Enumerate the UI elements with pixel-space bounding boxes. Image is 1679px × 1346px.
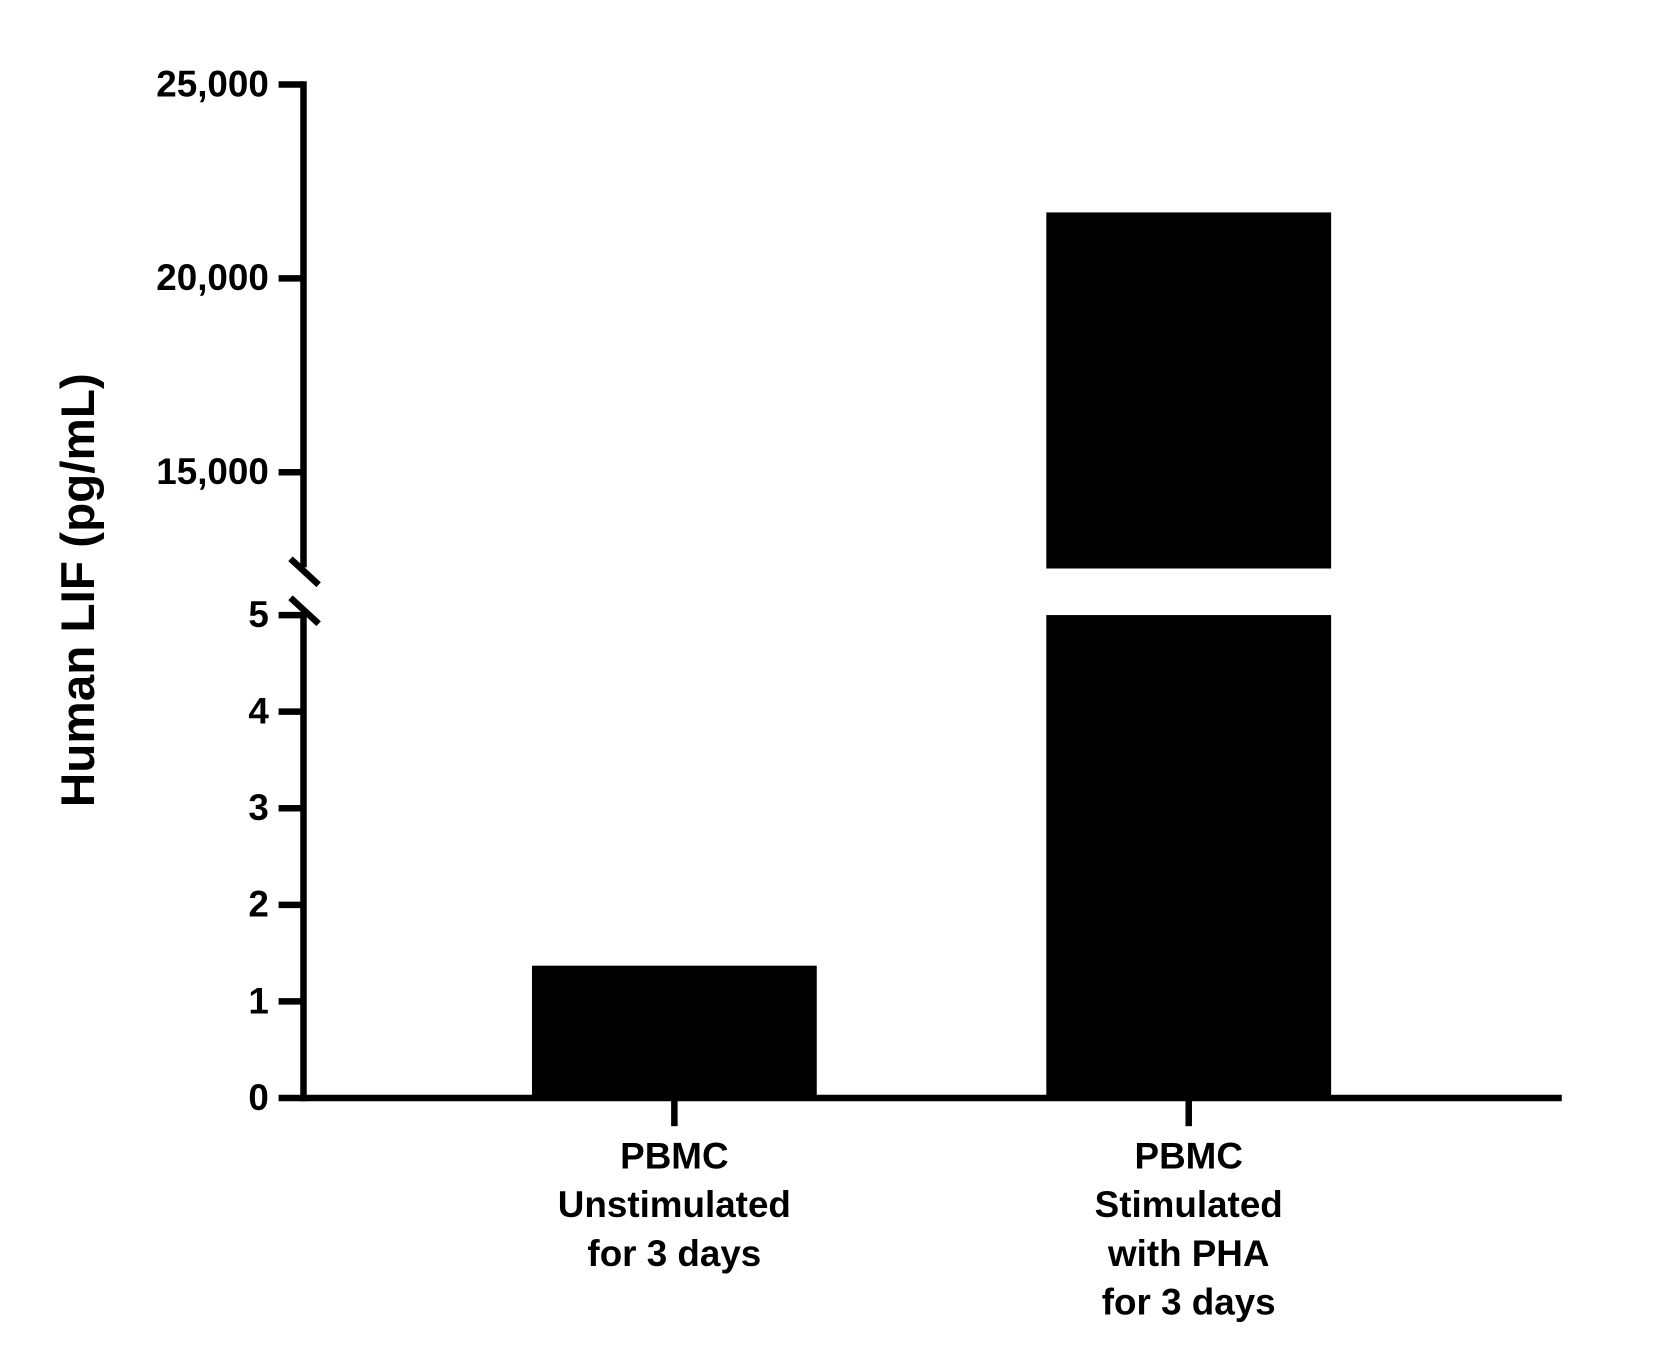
y-tick-label: 15,000: [156, 451, 269, 492]
y-tick-label: 1: [248, 980, 268, 1021]
axis-break: [288, 556, 321, 588]
x-tick-label: PBMC: [620, 1135, 728, 1176]
y-tick-label: 2: [248, 884, 268, 925]
x-tick-label: with PHA: [1107, 1233, 1270, 1274]
x-tick-label: Unstimulated: [558, 1184, 791, 1225]
y-tick-label: 25,000: [156, 63, 269, 104]
bar: [1046, 212, 1332, 569]
y-tick-label: 4: [248, 691, 269, 732]
y-tick-label: 3: [248, 787, 268, 828]
x-tick-label: for 3 days: [1102, 1282, 1276, 1323]
y-axis-label: Human LIF (pg/mL): [52, 373, 105, 807]
bar: [1046, 615, 1332, 1099]
y-tick-label: 5: [248, 594, 268, 635]
x-tick-label: PBMC: [1135, 1135, 1243, 1176]
x-tick-label: Stimulated: [1095, 1184, 1283, 1225]
y-tick-label: 20,000: [156, 257, 269, 298]
axis-break: [288, 595, 321, 627]
bar: [531, 965, 817, 1099]
y-tick-label: 0: [248, 1077, 268, 1118]
x-tick-label: for 3 days: [587, 1233, 761, 1274]
